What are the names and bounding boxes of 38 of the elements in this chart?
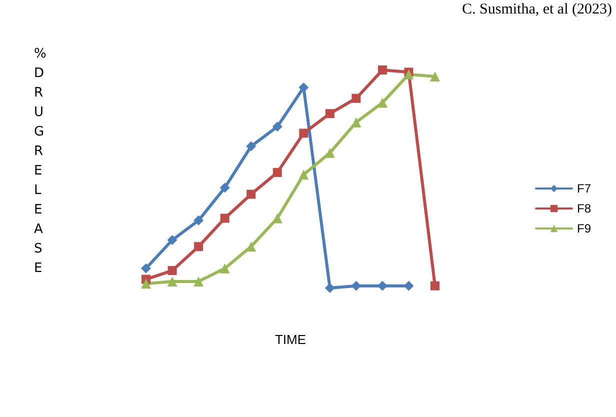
point bbox=[194, 215, 204, 226]
point bbox=[378, 66, 387, 74]
point bbox=[298, 170, 309, 180]
legend-label: F9 bbox=[576, 222, 592, 236]
point bbox=[352, 94, 361, 103]
point bbox=[141, 263, 151, 274]
point bbox=[351, 117, 362, 128]
point bbox=[167, 276, 178, 286]
point bbox=[272, 122, 282, 132]
x-axis-title: TIME bbox=[274, 332, 306, 347]
point bbox=[299, 128, 308, 138]
point bbox=[404, 280, 414, 291]
point bbox=[194, 276, 204, 286]
point bbox=[141, 278, 151, 289]
point bbox=[220, 182, 230, 193]
point bbox=[377, 280, 388, 291]
legend-label: F7 bbox=[576, 182, 592, 196]
point bbox=[246, 190, 256, 199]
point bbox=[298, 82, 309, 92]
point bbox=[325, 109, 334, 118]
point bbox=[246, 141, 256, 152]
point bbox=[404, 69, 414, 80]
point bbox=[220, 214, 230, 223]
text: % DRUG RELEASE bbox=[34, 46, 46, 276]
point bbox=[351, 280, 362, 291]
text: C. Susmitha, et al (2023) bbox=[462, 2, 612, 18]
point bbox=[194, 242, 204, 252]
point bbox=[168, 266, 177, 276]
point bbox=[324, 148, 335, 158]
point bbox=[430, 72, 440, 82]
point bbox=[167, 235, 178, 246]
point bbox=[220, 263, 230, 274]
legend-label: F8 bbox=[576, 202, 592, 216]
point bbox=[272, 168, 282, 177]
point bbox=[324, 283, 335, 293]
point bbox=[246, 242, 256, 252]
point bbox=[430, 281, 440, 290]
point bbox=[377, 98, 388, 108]
